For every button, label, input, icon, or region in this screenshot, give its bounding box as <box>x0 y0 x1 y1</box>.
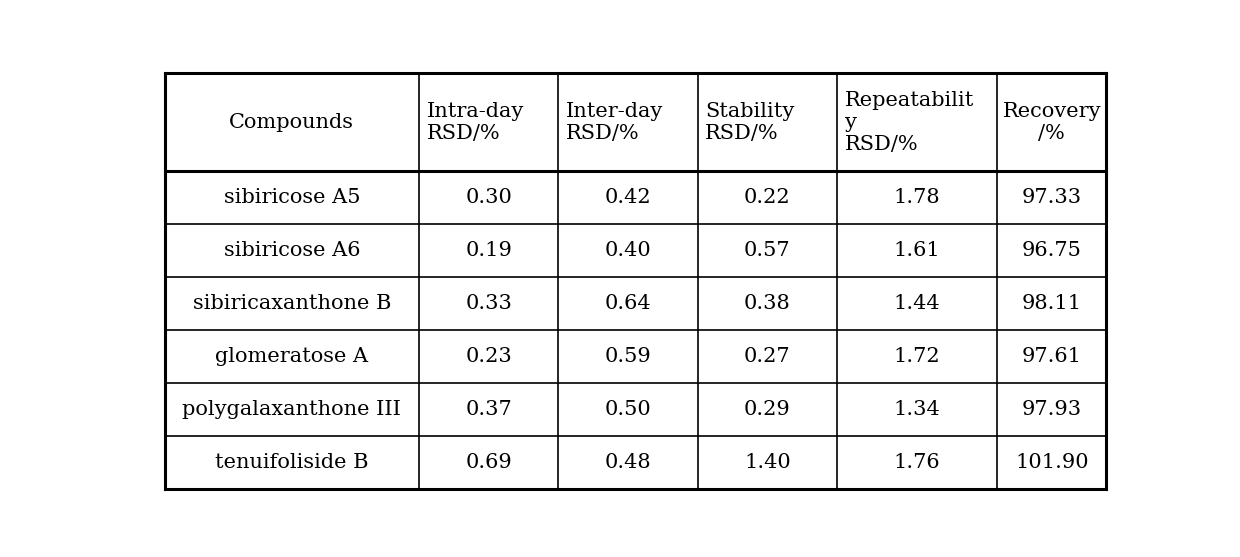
Text: Compounds: Compounds <box>229 113 355 131</box>
Text: 1.72: 1.72 <box>894 347 940 366</box>
Text: 1.44: 1.44 <box>894 294 940 313</box>
Text: 0.27: 0.27 <box>744 347 791 366</box>
Text: 1.40: 1.40 <box>744 453 791 472</box>
Text: 1.34: 1.34 <box>894 400 940 419</box>
Text: 0.40: 0.40 <box>605 241 651 260</box>
Text: sibiricaxanthone B: sibiricaxanthone B <box>192 294 391 313</box>
Text: sibiricose A5: sibiricose A5 <box>223 188 360 207</box>
Text: 0.29: 0.29 <box>744 400 791 419</box>
Text: 98.11: 98.11 <box>1022 294 1081 313</box>
Text: 0.33: 0.33 <box>465 294 512 313</box>
Text: 0.23: 0.23 <box>465 347 512 366</box>
Text: glomeratose A: glomeratose A <box>216 347 368 366</box>
Text: 1.61: 1.61 <box>894 241 940 260</box>
Text: 101.90: 101.90 <box>1016 453 1089 472</box>
Text: 0.38: 0.38 <box>744 294 791 313</box>
Text: 0.22: 0.22 <box>744 188 791 207</box>
Text: 0.50: 0.50 <box>605 400 651 419</box>
Text: 0.57: 0.57 <box>744 241 791 260</box>
Text: 97.33: 97.33 <box>1022 188 1081 207</box>
Text: 96.75: 96.75 <box>1022 241 1081 260</box>
Text: 0.19: 0.19 <box>465 241 512 260</box>
Text: 0.69: 0.69 <box>465 453 512 472</box>
Text: Inter-day
RSD/%: Inter-day RSD/% <box>565 102 663 143</box>
Text: Intra-day
RSD/%: Intra-day RSD/% <box>427 102 525 143</box>
Text: polygalaxanthone III: polygalaxanthone III <box>182 400 402 419</box>
Text: 97.61: 97.61 <box>1022 347 1081 366</box>
Text: 0.42: 0.42 <box>605 188 651 207</box>
Text: 0.30: 0.30 <box>465 188 512 207</box>
Text: 0.64: 0.64 <box>605 294 651 313</box>
Text: Repeatabilit
y
RSD/%: Repeatabilit y RSD/% <box>844 91 975 154</box>
Text: sibiricose A6: sibiricose A6 <box>223 241 360 260</box>
Text: Stability
RSD/%: Stability RSD/% <box>706 102 795 143</box>
Text: 0.59: 0.59 <box>605 347 651 366</box>
Text: 97.93: 97.93 <box>1022 400 1081 419</box>
Text: 0.48: 0.48 <box>605 453 651 472</box>
Text: 1.76: 1.76 <box>894 453 940 472</box>
Text: 0.37: 0.37 <box>465 400 512 419</box>
Text: tenuifoliside B: tenuifoliside B <box>215 453 368 472</box>
Text: Recovery
/%: Recovery /% <box>1002 102 1101 143</box>
Text: 1.78: 1.78 <box>894 188 940 207</box>
